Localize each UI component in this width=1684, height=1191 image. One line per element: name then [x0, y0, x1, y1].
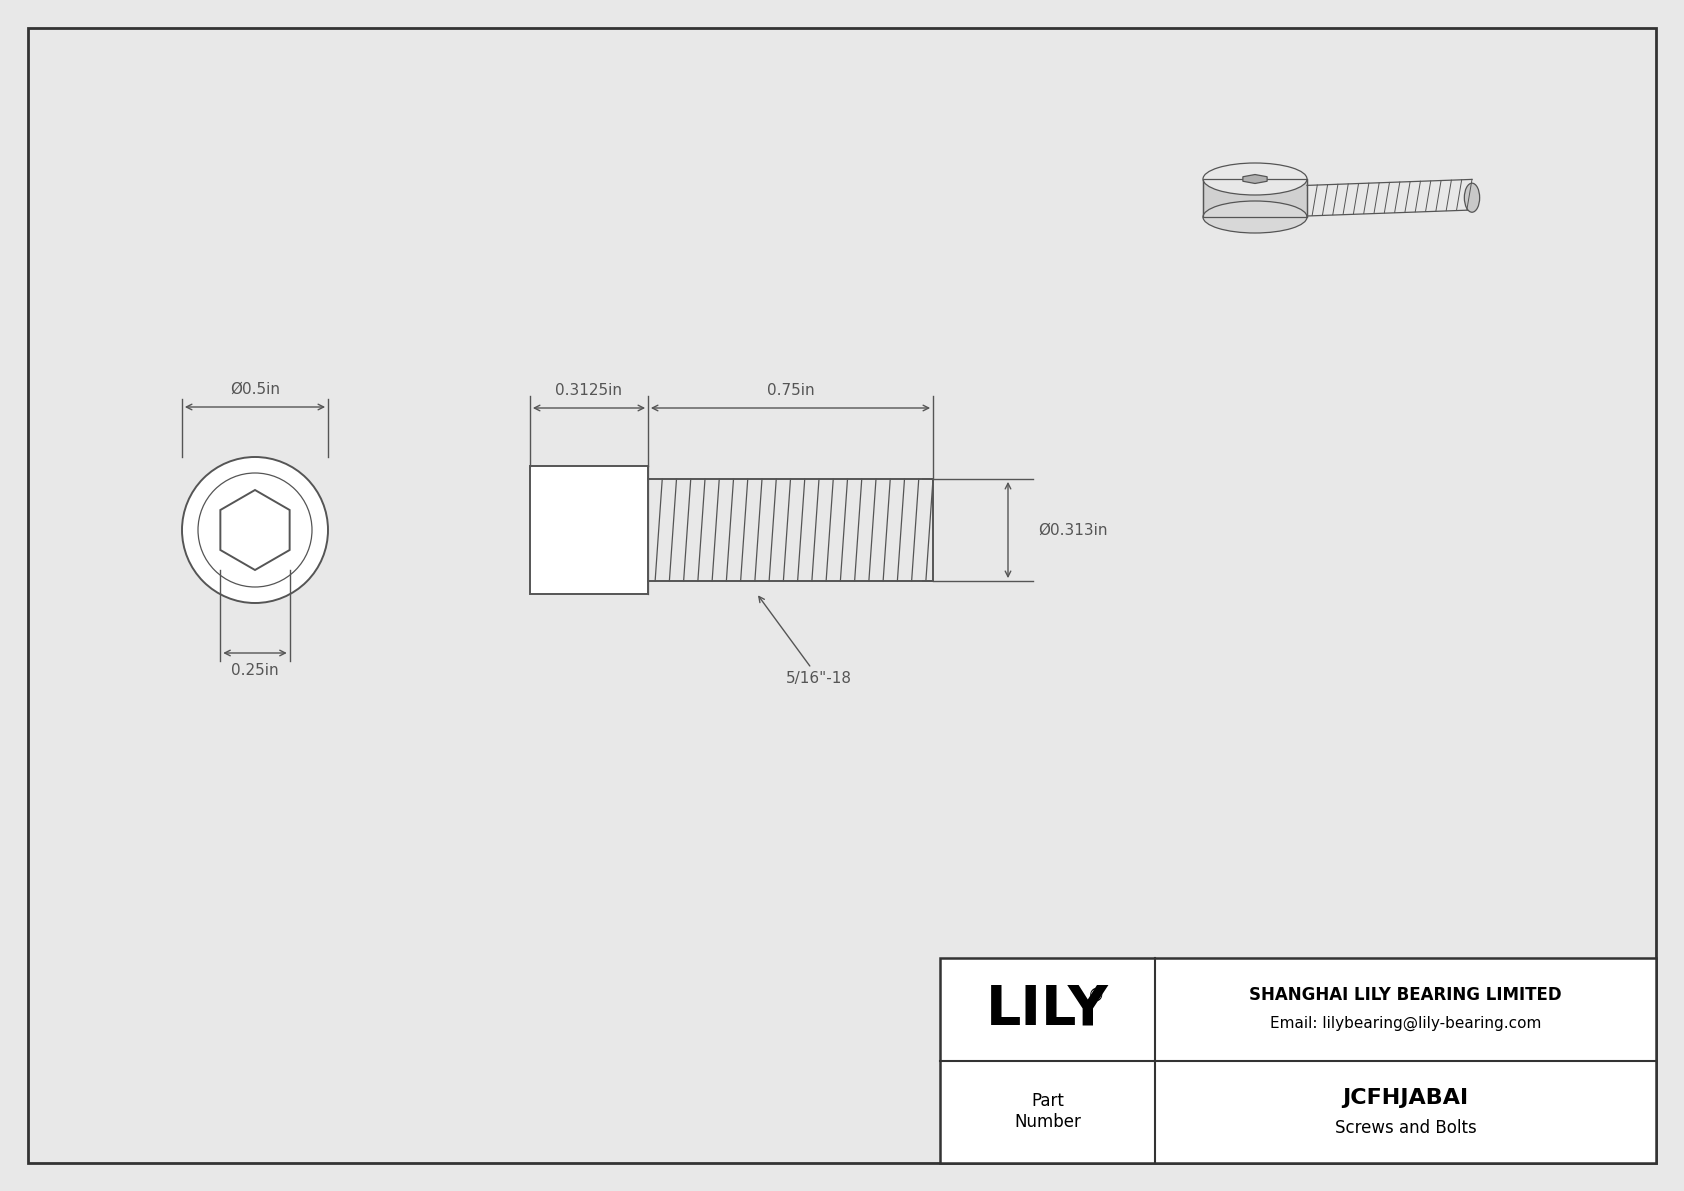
Text: ®: ®	[1088, 986, 1103, 1004]
Polygon shape	[1202, 179, 1307, 217]
Text: JCFHJABAI: JCFHJABAI	[1342, 1087, 1468, 1108]
Text: 0.75in: 0.75in	[766, 384, 815, 398]
Ellipse shape	[1465, 183, 1480, 212]
Text: 0.3125in: 0.3125in	[556, 384, 623, 398]
Ellipse shape	[1202, 201, 1307, 233]
Text: 5/16"-18: 5/16"-18	[759, 597, 852, 686]
Circle shape	[182, 457, 328, 603]
Polygon shape	[1243, 175, 1266, 183]
Bar	[530, 466, 648, 594]
Text: LILY: LILY	[987, 983, 1110, 1036]
Ellipse shape	[1202, 163, 1307, 195]
Text: Ø0.313in: Ø0.313in	[1037, 523, 1108, 537]
Text: Screws and Bolts: Screws and Bolts	[1335, 1118, 1477, 1136]
Text: 0.25in: 0.25in	[231, 663, 280, 678]
Text: Part
Number: Part Number	[1014, 1092, 1081, 1131]
Bar	[940, 958, 1655, 1162]
Text: SHANGHAI LILY BEARING LIMITED: SHANGHAI LILY BEARING LIMITED	[1250, 986, 1561, 1004]
Text: Email: lilybearing@lily-bearing.com: Email: lilybearing@lily-bearing.com	[1270, 1016, 1541, 1031]
Text: Ø0.5in: Ø0.5in	[231, 382, 280, 397]
